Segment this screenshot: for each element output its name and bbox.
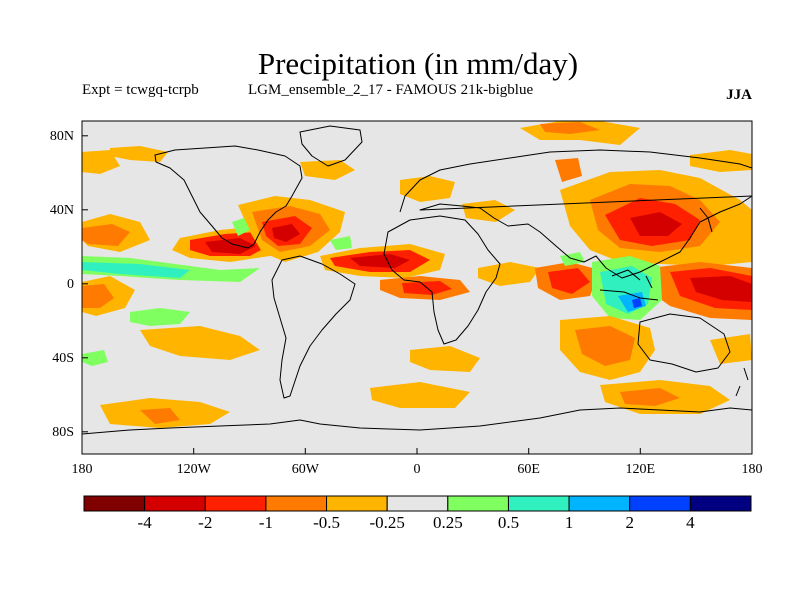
tropical-atlantic-field — [320, 244, 540, 372]
colorbar-label: 0.25 — [433, 513, 463, 532]
colorbar-label: -0.5 — [313, 513, 340, 532]
north-atlantic-field — [232, 196, 352, 262]
colorbar-label: -2 — [198, 513, 212, 532]
coast-new-zealand — [735, 367, 749, 397]
coast-north-america — [154, 145, 303, 249]
asia-pacific-field — [535, 170, 752, 320]
x-tick-label: 60W — [292, 462, 320, 477]
colorbar-swatch — [629, 495, 691, 512]
colorbar: -4 -2 -1 -0.5 -0.25 0.25 0.5 1 2 4 — [83, 495, 752, 532]
colorbar-swatch — [447, 495, 509, 512]
y-tick-label: 80S — [52, 425, 74, 440]
coast-africa — [383, 215, 501, 345]
coast-japan — [699, 207, 713, 233]
colorbar-swatch — [386, 495, 449, 512]
contour-fields — [82, 121, 752, 435]
colorbar-swatch — [265, 495, 328, 512]
x-tick-label: 180 — [72, 462, 93, 477]
colorbar-label: 2 — [625, 513, 634, 532]
x-tick-label: 120E — [626, 462, 656, 477]
colorbar-swatch — [568, 495, 631, 512]
run-name-label: LGM_ensemble_2_17 - FAMOUS 21k-bigblue — [248, 82, 534, 98]
x-axis: 180 120W 60W 0 60E 120E 180 — [72, 448, 763, 477]
x-tick-label: 0 — [414, 462, 421, 477]
southern-ocean-field — [100, 316, 752, 428]
colorbar-swatch — [83, 495, 146, 512]
y-axis: 80N 40N 0 40S 80S — [50, 129, 88, 440]
colorbar-swatch — [144, 495, 206, 512]
coast-australia — [637, 313, 731, 373]
coast-indonesia — [599, 269, 659, 301]
colorbar-label: -4 — [138, 513, 153, 532]
north-polar-field — [300, 121, 752, 222]
page-title: Precipitation (in mm/day) — [257, 46, 579, 81]
season-label: JJA — [726, 87, 752, 103]
x-tick-label: 60E — [517, 462, 540, 477]
dateline-west-field — [82, 146, 260, 366]
y-ticks-left — [82, 135, 88, 433]
y-tick-label: 0 — [67, 277, 74, 292]
coast-eurasia — [399, 149, 752, 279]
coast-antarctica — [82, 407, 752, 435]
colorbar-label: -1 — [259, 513, 273, 532]
colorbar-swatch — [689, 495, 752, 512]
x-ticks-bottom — [81, 448, 753, 454]
x-tick-label: 120W — [177, 462, 212, 477]
colorbar-swatch — [204, 495, 267, 512]
y-tick-label: 40S — [52, 351, 74, 366]
colorbar-swatch — [507, 495, 570, 512]
experiment-label: Expt = tcwgq-tcrpb — [82, 82, 199, 98]
coastlines — [82, 125, 752, 435]
colorbar-label: 0.5 — [498, 513, 519, 532]
coast-south-america — [271, 255, 356, 399]
maritime-continent-field — [560, 252, 662, 320]
colorbar-label: 1 — [565, 513, 574, 532]
colorbar-label: 4 — [686, 513, 695, 532]
y-tick-label: 40N — [50, 203, 74, 218]
x-tick-label: 180 — [742, 462, 763, 477]
y-tick-label: 80N — [50, 129, 74, 144]
colorbar-swatch — [326, 495, 388, 512]
coast-greenland — [299, 125, 363, 167]
colorbar-label: -0.25 — [369, 513, 404, 532]
